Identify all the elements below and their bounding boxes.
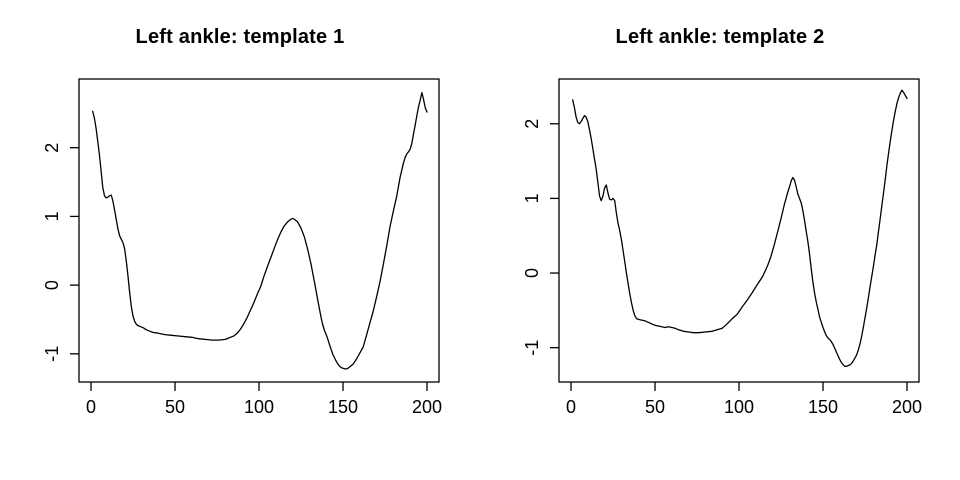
x-tick-label: 0 <box>566 397 576 417</box>
y-tick-label: 1 <box>522 193 542 203</box>
plot-title-template-2: Left ankle: template 2 <box>615 26 825 48</box>
x-tick-label: 200 <box>412 397 442 417</box>
panel-template-2: Left ankle: template 2 0 50 100 150 200 -1 0 1 2 <box>480 0 960 480</box>
y-tick-label: 2 <box>42 143 62 153</box>
y-tick-label: 0 <box>42 280 62 290</box>
y-tick-label: -1 <box>42 346 62 362</box>
x-tick-label: 50 <box>165 397 185 417</box>
y-tick-label: 1 <box>42 211 62 221</box>
series-line <box>572 89 908 367</box>
x-tick-label: 150 <box>328 397 358 417</box>
panel-template-1: Left ankle: template 1 0 50 100 150 200 -1 0 1 2 <box>42 26 442 417</box>
x-tick-label: 100 <box>724 397 754 417</box>
plot-svg-template-2: 0 50 100 150 200 -1 0 1 2 <box>522 78 922 417</box>
y-tick-label: -1 <box>522 340 542 356</box>
plot-svg-template-1: 0 50 100 150 200 -1 0 1 2 <box>42 78 442 417</box>
y-tick-label: 2 <box>522 119 542 129</box>
x-tick-label: 100 <box>244 397 274 417</box>
plot-title-template-1: Left ankle: template 1 <box>135 26 345 48</box>
plot-box <box>558 78 920 383</box>
plot-box <box>78 78 440 383</box>
x-tick-label: 50 <box>645 397 665 417</box>
x-tick-label: 150 <box>808 397 838 417</box>
x-tick-label: 0 <box>86 397 96 417</box>
series-line <box>92 92 428 370</box>
y-tick-label: 0 <box>522 268 542 278</box>
x-tick-label: 200 <box>892 397 922 417</box>
